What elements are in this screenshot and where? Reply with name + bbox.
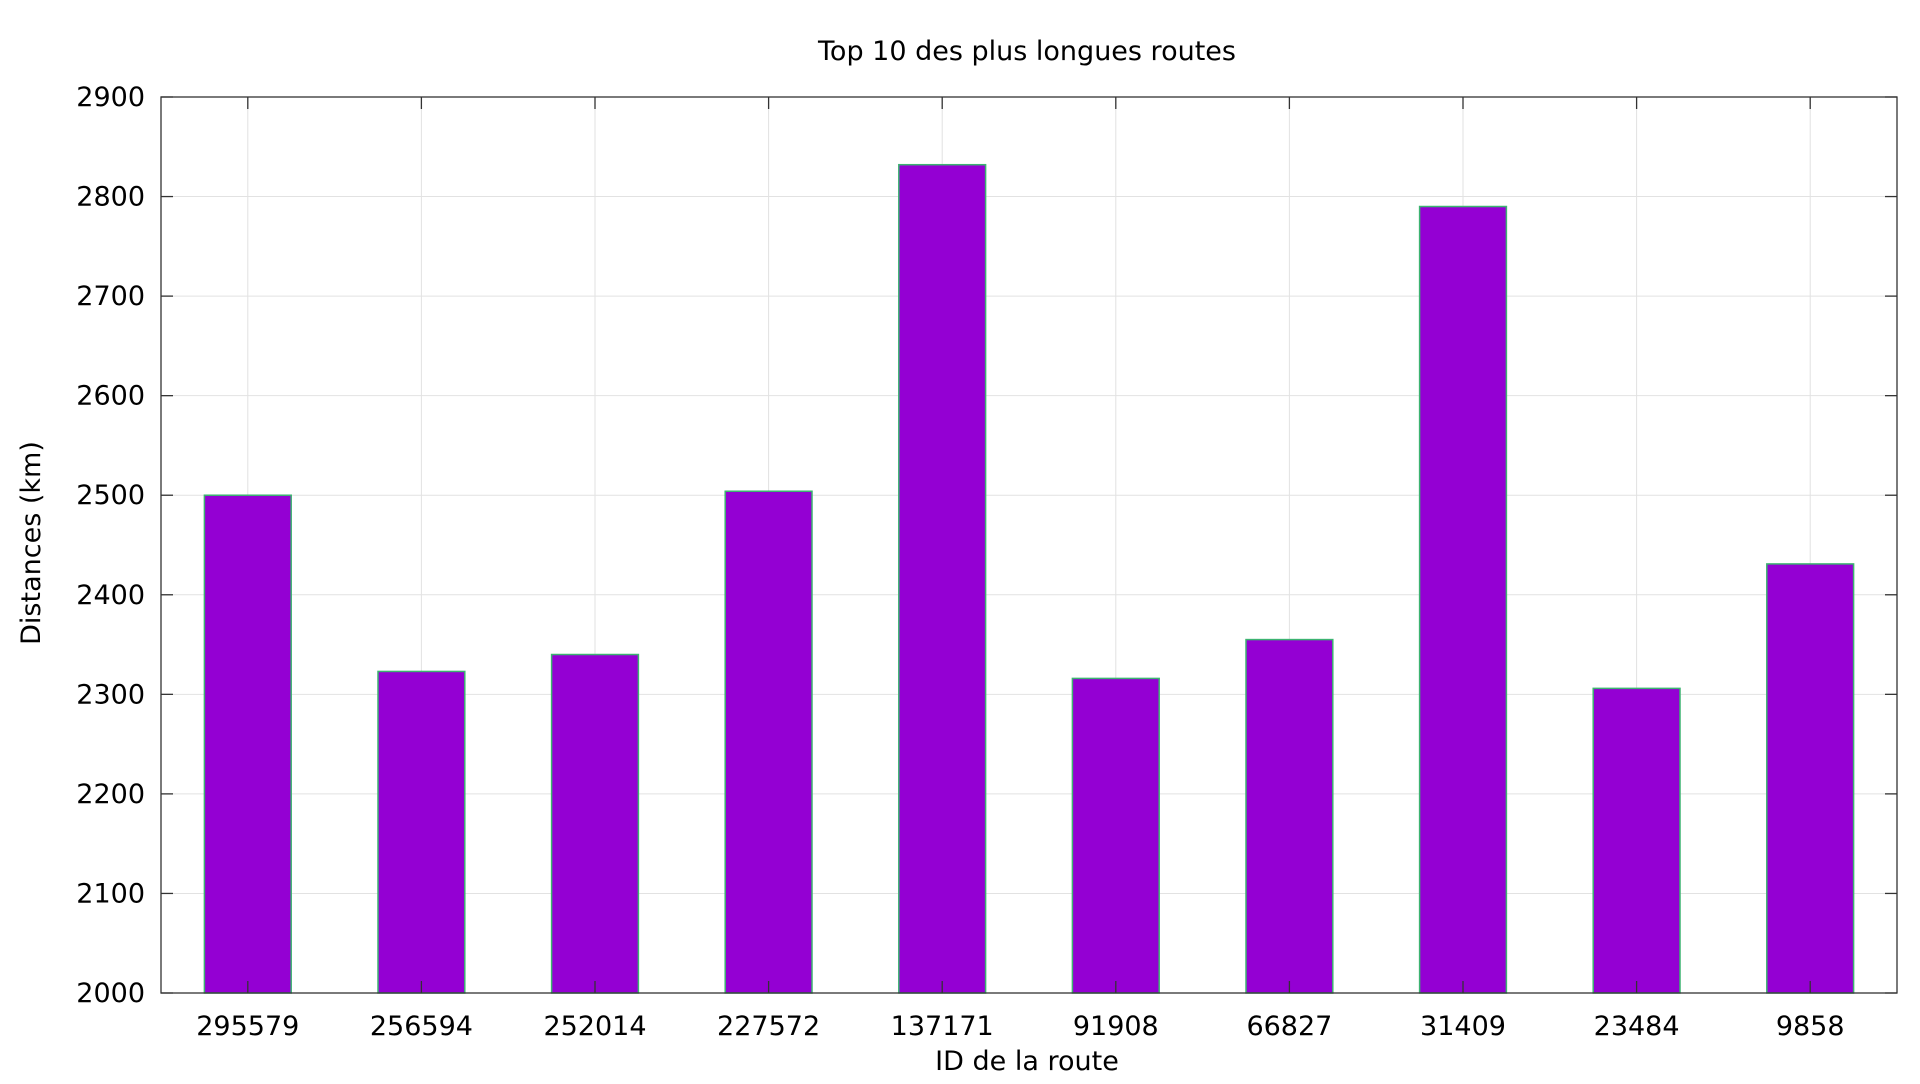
bar-227572 [724, 490, 813, 994]
x-tick-label: 91908 [1073, 1011, 1159, 1042]
bar-252014 [550, 653, 640, 994]
bar-256594 [377, 670, 466, 994]
y-tick-label: 2000 [76, 978, 145, 1009]
y-tick-label: 2100 [76, 878, 145, 909]
x-tick-label: 9858 [1776, 1011, 1845, 1042]
bar-9858 [1766, 563, 1855, 994]
y-tick-label: 2800 [76, 182, 145, 213]
x-axis-title: ID de la route [935, 1046, 1119, 1077]
plot-area-frame [160, 96, 1898, 994]
bar-137171 [898, 163, 987, 994]
bar-31409 [1418, 205, 1508, 994]
x-tick-label: 256594 [370, 1011, 473, 1042]
x-tick-label: 137171 [891, 1011, 994, 1042]
bar-66827 [1245, 638, 1334, 994]
y-axis-title: Distances (km) [16, 441, 47, 645]
x-tick-label: 227572 [717, 1011, 820, 1042]
x-tick-label: 295579 [196, 1011, 299, 1042]
chart-title: Top 10 des plus longues routes [817, 36, 1236, 67]
x-tick-label: 252014 [543, 1011, 646, 1042]
y-tick-label: 2300 [76, 679, 145, 710]
y-tick-label: 2600 [76, 381, 145, 412]
y-tick-label: 2900 [76, 82, 145, 113]
x-tick-label: 23484 [1594, 1011, 1680, 1042]
bar-23484 [1592, 687, 1681, 994]
y-tick-label: 2500 [76, 480, 145, 511]
bar-295579 [203, 494, 292, 994]
y-tick-label: 2700 [76, 281, 145, 312]
y-tick-label: 2200 [76, 779, 145, 810]
bars-layer [203, 163, 1855, 994]
x-tick-label: 66827 [1246, 1011, 1332, 1042]
tick-labels-layer: 2000 2100 2200 2300 2400 2500 2600 2700 2800 2900… [76, 82, 1844, 1042]
y-tick-label: 2400 [76, 580, 145, 611]
x-tick-label: 31409 [1420, 1011, 1506, 1042]
ticks-layer [161, 96, 1897, 994]
bar-91908 [1071, 677, 1160, 994]
